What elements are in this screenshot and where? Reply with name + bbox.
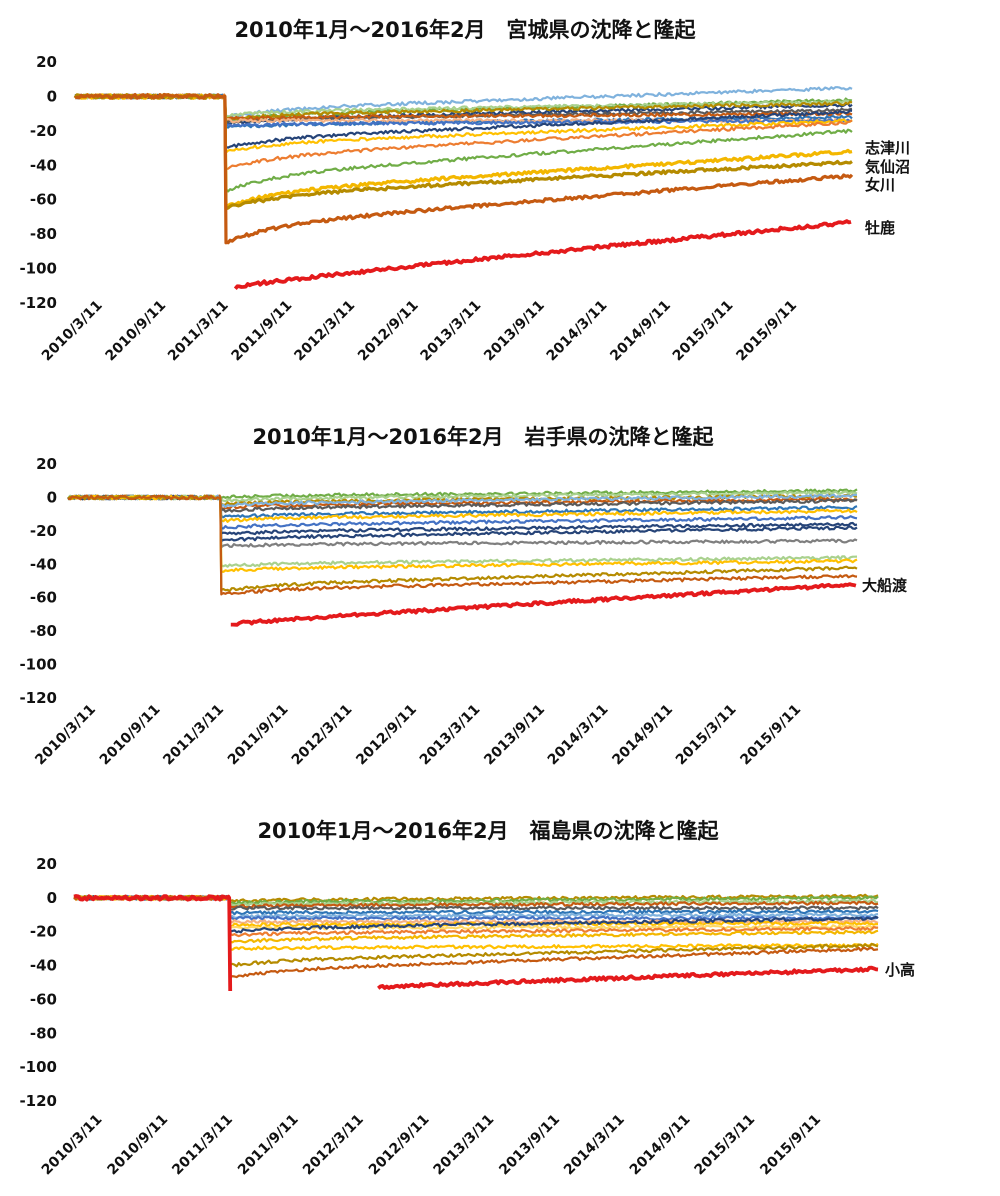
y-tick-label: -20	[30, 122, 57, 140]
x-tick-label: 2015/9/11	[757, 1112, 824, 1179]
x-tick-label: 2014/9/11	[627, 1112, 694, 1179]
x-tick-label: 2014/3/11	[561, 1112, 628, 1179]
x-tick-label: 2015/9/11	[733, 298, 800, 365]
series-line-labeled	[233, 219, 852, 290]
series-name-label: 志津川	[865, 139, 910, 157]
y-tick-label: 20	[36, 455, 57, 473]
y-tick-label: -40	[30, 156, 57, 174]
series-line-labeled	[230, 582, 857, 627]
y-tick-label: -100	[19, 656, 57, 674]
x-tick-label: 2010/9/11	[102, 298, 169, 365]
y-tick-label: -100	[19, 1058, 57, 1076]
series-name-label: 牡鹿	[865, 219, 895, 237]
x-tick-label: 2013/3/11	[431, 1112, 498, 1179]
y-tick-label: -120	[19, 294, 57, 312]
x-tick-label: 2010/3/11	[32, 702, 99, 769]
series-line-labeled	[73, 894, 879, 992]
iwate-chart: 2010年1月～2016年2月 岩手県の沈降と隆起 20 0 -20 -40 -60 -8…	[0, 402, 1000, 800]
y-tick-label: -40	[30, 555, 57, 573]
y-tick-label: 0	[47, 87, 57, 105]
y-tick-label: -100	[19, 260, 57, 278]
x-tick-label: 2012/3/11	[291, 298, 358, 365]
y-tick-label: 20	[36, 855, 57, 873]
y-tick-label: 20	[36, 53, 57, 71]
x-tick-label: 2011/3/11	[165, 298, 232, 365]
y-tick-label: -80	[30, 1024, 57, 1042]
y-tick-label: 0	[47, 488, 57, 506]
chart-title: 2010年1月～2016年2月 岩手県の沈降と隆起	[252, 425, 714, 449]
x-tick-label: 2012/3/11	[289, 702, 356, 769]
x-tick-label: 2013/3/11	[418, 298, 485, 365]
x-tick-label: 2011/9/11	[225, 702, 292, 769]
x-tick-label: 2011/3/11	[169, 1112, 236, 1179]
series-line-labeled	[74, 92, 854, 245]
x-tick-label: 2011/9/11	[235, 1112, 302, 1179]
x-tick-label: 2015/3/11	[673, 702, 740, 769]
chart-title: 2010年1月～2016年2月 宮城県の沈降と隆起	[234, 18, 696, 42]
series-name-label: 女川	[865, 176, 895, 194]
x-tick-label: 2014/9/11	[607, 298, 674, 365]
x-tick-label: 2014/3/11	[545, 702, 612, 769]
y-tick-label: -60	[30, 990, 57, 1008]
fukushima-chart-svg: 2010年1月～2016年2月 福島県の沈降と隆起 20 0 -20 -40 -60 -8…	[19, 819, 915, 1179]
y-tick-label: -60	[30, 191, 57, 209]
miyagi-chart-svg: 2010年1月～2016年2月 宮城県の沈降と隆起 20 0 -20 -40 -60 -8…	[19, 18, 910, 365]
series-name-label: 小高	[885, 961, 915, 979]
x-tick-label: 2013/9/11	[481, 702, 548, 769]
x-tick-label: 2012/9/11	[355, 298, 422, 365]
y-tick-label: -20	[30, 522, 57, 540]
x-tick-label: 2011/3/11	[160, 702, 227, 769]
series-name-label: 大船渡	[862, 576, 908, 594]
iwate-chart-svg: 2010年1月～2016年2月 岩手県の沈降と隆起 20 0 -20 -40 -60 -8…	[19, 425, 908, 769]
x-tick-label: 2010/9/11	[97, 702, 164, 769]
y-tick-label: -120	[19, 689, 57, 707]
chart-title: 2010年1月～2016年2月 福島県の沈降と隆起	[257, 819, 719, 843]
x-tick-label: 2012/9/11	[366, 1112, 433, 1179]
x-tick-label: 2012/3/11	[300, 1112, 367, 1179]
y-tick-label: -40	[30, 957, 57, 975]
x-tick-label: 2015/9/11	[737, 702, 804, 769]
x-tick-label: 2013/9/11	[481, 298, 548, 365]
y-tick-label: 0	[47, 889, 57, 907]
y-tick-label: -60	[30, 589, 57, 607]
fukushima-chart: 2010年1月～2016年2月 福島県の沈降と隆起 20 0 -20 -40 -60 -8…	[0, 798, 1000, 1196]
series-name-label: 気仙沼	[865, 158, 910, 176]
x-tick-label: 2014/3/11	[544, 298, 611, 365]
series-line	[67, 494, 858, 596]
x-tick-label: 2012/9/11	[353, 702, 420, 769]
x-tick-label: 2011/9/11	[229, 298, 296, 365]
miyagi-chart: 2010年1月～2016年2月 宮城県の沈降と隆起 20 0 -20 -40 -60 -8…	[0, 0, 1000, 398]
x-tick-label: 2014/9/11	[609, 702, 676, 769]
y-tick-label: -120	[19, 1092, 57, 1110]
y-tick-label: -80	[30, 225, 57, 243]
y-tick-label: -20	[30, 923, 57, 941]
y-tick-label: -80	[30, 622, 57, 640]
x-tick-label: 2015/3/11	[670, 298, 737, 365]
x-tick-label: 2013/3/11	[417, 702, 484, 769]
x-tick-label: 2010/9/11	[105, 1112, 172, 1179]
x-tick-label: 2010/3/11	[39, 1112, 106, 1179]
x-tick-label: 2013/9/11	[496, 1112, 563, 1179]
x-tick-label: 2015/3/11	[692, 1112, 759, 1179]
